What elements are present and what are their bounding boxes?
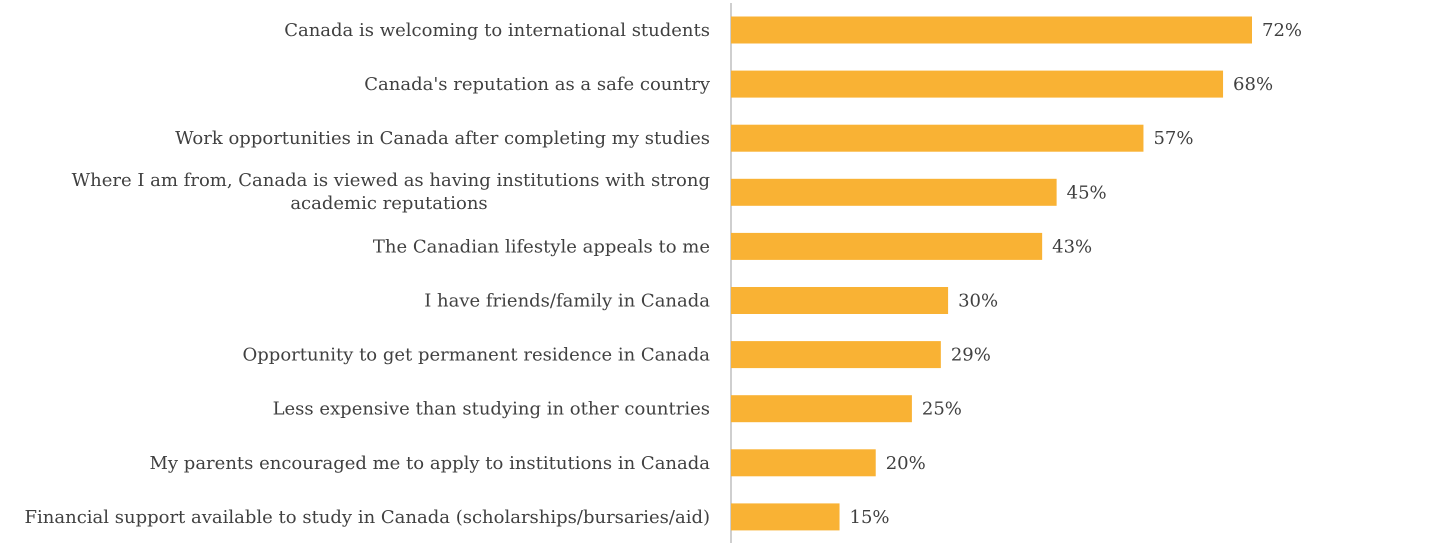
category-label-9-line-1: My parents encouraged me to apply to ins… [149, 453, 710, 474]
value-label-5: 43% [1052, 236, 1092, 257]
value-label-9: 20% [886, 453, 926, 474]
value-label-7: 29% [951, 345, 991, 366]
value-label-10: 15% [850, 507, 890, 528]
bar-7 [731, 341, 941, 369]
category-label-10-line-1: Financial support available to study in … [25, 507, 710, 528]
category-label-5: The Canadian lifestyle appeals to me [373, 236, 710, 257]
value-label-8: 25% [922, 399, 962, 420]
bar-5 [731, 232, 1043, 260]
category-labels-group: Canada is welcoming to international stu… [25, 20, 711, 528]
bar-6 [731, 287, 949, 314]
value-label-3: 57% [1153, 128, 1193, 149]
category-label-10: Financial support available to study in … [25, 507, 710, 528]
value-label-1: 72% [1262, 20, 1302, 41]
category-label-1: Canada is welcoming to international stu… [284, 20, 710, 41]
category-label-8: Less expensive than studying in other co… [273, 399, 710, 420]
category-label-1-line-1: Canada is welcoming to international stu… [284, 20, 710, 41]
value-label-2: 68% [1233, 74, 1273, 95]
bar-4 [731, 178, 1057, 206]
category-label-4-line-2: academic reputations [290, 193, 487, 214]
bar-8 [731, 395, 912, 423]
value-labels-group: 72% 68% 57% 45% 43% 30% 29% 25% 20% 15% [850, 20, 1302, 528]
bar-9 [731, 449, 876, 477]
category-label-9: My parents encouraged me to apply to ins… [149, 453, 710, 474]
category-label-7-line-1: Opportunity to get permanent residence i… [243, 345, 711, 366]
bars-group [731, 16, 1252, 531]
category-label-4-line-1: Where I am from, Canada is viewed as hav… [72, 170, 710, 191]
bar-3 [731, 124, 1144, 152]
category-label-3: Work opportunities in Canada after compl… [175, 128, 710, 149]
category-label-2-line-1: Canada's reputation as a safe country [364, 74, 711, 95]
bar-1 [731, 16, 1252, 44]
category-label-2: Canada's reputation as a safe country [364, 74, 711, 95]
value-label-4: 45% [1067, 182, 1107, 203]
category-label-6: I have friends/family in Canada [424, 291, 710, 312]
category-label-6-line-1: I have friends/family in Canada [424, 291, 710, 312]
bar-2 [731, 70, 1224, 98]
category-label-4: Where I am from, Canada is viewed as hav… [72, 170, 710, 214]
value-label-6: 30% [958, 291, 998, 312]
category-label-8-line-1: Less expensive than studying in other co… [273, 399, 710, 420]
bar-10 [731, 503, 840, 531]
category-label-7: Opportunity to get permanent residence i… [243, 345, 711, 366]
category-label-3-line-1: Work opportunities in Canada after compl… [175, 128, 710, 149]
category-label-5-line-1: The Canadian lifestyle appeals to me [373, 236, 710, 257]
